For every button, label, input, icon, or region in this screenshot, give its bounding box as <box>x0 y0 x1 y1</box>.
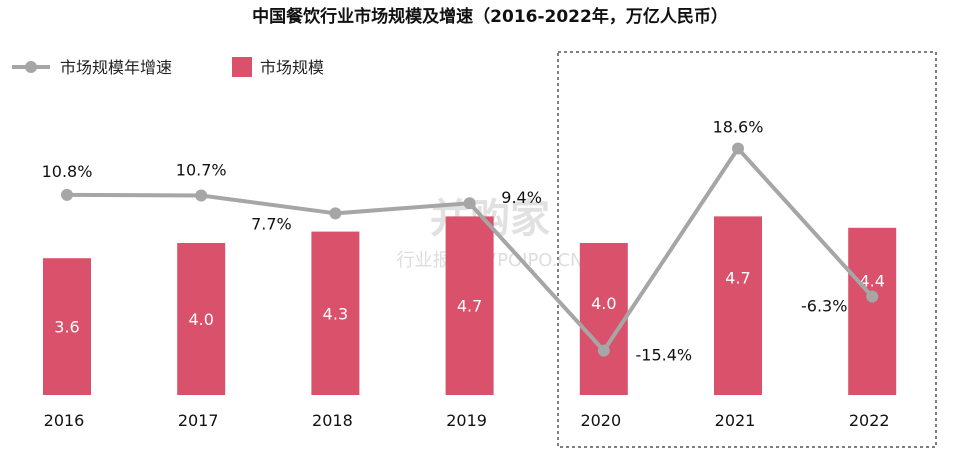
category-label-2018: 2018 <box>312 411 353 430</box>
category-label-2016: 2016 <box>44 411 85 430</box>
growth-point-2021 <box>732 142 744 155</box>
growth-line-layer <box>61 142 879 357</box>
bar-value-label-2022: 4.4 <box>859 271 884 290</box>
bar-value-label-2019: 4.7 <box>457 297 482 316</box>
growth-point-2019 <box>463 197 476 210</box>
category-label-2017: 2017 <box>178 411 219 430</box>
bars <box>43 216 897 395</box>
legend: 市场规模年增速 市场规模 <box>12 57 324 77</box>
category-labels: 2016 2017 2018 2019 2020 2021 2022 <box>44 411 890 430</box>
growth-labels: 10.8% 10.7% 7.7% 9.4% -15.4% 18.6% -6.3% <box>42 118 848 365</box>
growth-label-2021: 18.6% <box>713 118 764 137</box>
growth-point-2016 <box>61 188 73 201</box>
bar-2018 <box>311 231 360 395</box>
legend-size-label: 市场规模 <box>260 58 324 77</box>
category-label-2020: 2020 <box>580 411 621 430</box>
legend-growth-label: 市场规模年增速 <box>60 58 172 77</box>
growth-label-2018: 7.7% <box>251 214 292 233</box>
bar-2022 <box>848 227 897 395</box>
growth-point-2020 <box>597 344 610 357</box>
growth-point-2017 <box>195 189 208 202</box>
bar-labels: 3.6 4.0 4.3 4.7 4.0 4.7 4.4 <box>54 269 885 337</box>
bar-value-label-2017: 4.0 <box>188 310 213 329</box>
bar-2017 <box>177 243 226 395</box>
growth-label-2016: 10.8% <box>42 162 93 181</box>
growth-label-2022: -6.3% <box>801 297 847 316</box>
bar-2019 <box>445 216 494 395</box>
bar-2020 <box>579 243 628 395</box>
bar-2016 <box>43 258 91 395</box>
category-label-2021: 2021 <box>715 411 756 430</box>
category-label-2022: 2022 <box>849 411 890 430</box>
bar-value-label-2018: 4.3 <box>323 304 348 323</box>
growth-label-2019: 9.4% <box>501 188 542 207</box>
legend-bar-swatch <box>232 57 252 77</box>
bar-value-label-2020: 4.0 <box>591 294 616 313</box>
legend-line-marker <box>25 61 37 73</box>
growth-point-2018 <box>329 207 342 220</box>
bar-2021 <box>714 216 762 395</box>
category-label-2019: 2019 <box>446 411 487 430</box>
bar-value-label-2016: 3.6 <box>54 318 79 337</box>
chart-title: 中国餐饮行业市场规模及增速（2016-2022年，万亿人民币） <box>252 6 728 27</box>
growth-label-2020: -15.4% <box>635 346 692 365</box>
growth-point-2022 <box>866 290 879 303</box>
growth-label-2017: 10.7% <box>176 160 227 179</box>
highlight-box <box>557 51 937 448</box>
bar-value-label-2021: 4.7 <box>725 269 750 288</box>
